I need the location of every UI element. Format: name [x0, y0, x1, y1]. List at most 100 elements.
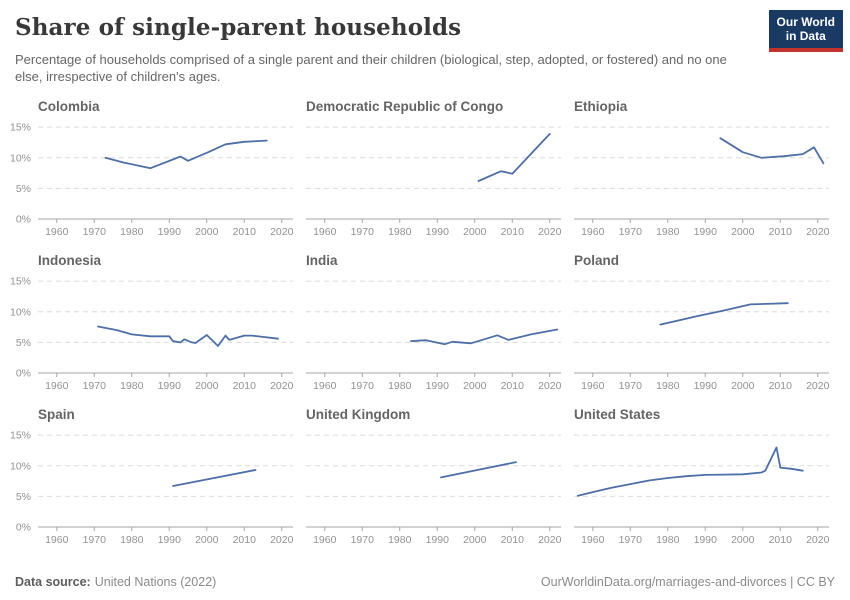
- x-tick-label: 1960: [581, 226, 605, 238]
- facet-title: Spain: [38, 407, 75, 423]
- x-tick-label: 1970: [619, 226, 643, 238]
- data-line: [477, 133, 551, 183]
- facet: India 1960 1970 1980 1990 2000 2010 2020: [306, 253, 562, 396]
- data-line: [440, 461, 517, 479]
- x-tick-label: 2010: [233, 534, 257, 546]
- x-tick-label: 2010: [501, 380, 525, 392]
- x-tick-label: 1990: [426, 226, 450, 238]
- x-tick-label: 2010: [769, 226, 793, 238]
- data-source-value: United Nations (2022): [94, 575, 217, 589]
- x-tick-label: 2000: [195, 226, 219, 238]
- facet-chart: 0% 5% 10% 15% 1960 1970 1980 1990 2000 2010 2020: [10, 276, 294, 392]
- x-tick-label: 2020: [806, 534, 830, 546]
- y-tick-label: 0%: [16, 368, 31, 380]
- facet: United Kingdom 1960 1970 1980 1990 2000 2010 2…: [306, 407, 562, 550]
- x-tick-label: 1970: [83, 534, 107, 546]
- x-tick-label: 1980: [656, 534, 680, 546]
- credit-line: OurWorldinData.org/marriages-and-divorce…: [540, 575, 835, 589]
- chart-header: Share of single-parent households Our Wo…: [0, 0, 850, 85]
- data-line: [410, 328, 559, 346]
- x-tick-label: 2020: [538, 380, 562, 392]
- facet-chart: 0% 5% 10% 15% 1960 1970 1980 1990 2000 2010 2020: [10, 430, 294, 546]
- facet-chart: 1960 1970 1980 1990 2000 2010 2020: [574, 434, 830, 546]
- facet: Ethiopia 1960 1970 1980 1990 2000 2010 2020: [574, 99, 830, 242]
- data-line: [97, 325, 279, 348]
- x-tick-label: 1970: [619, 534, 643, 546]
- facet-chart: 1960 1970 1980 1990 2000 2010 2020: [306, 434, 562, 546]
- x-tick-label: 2020: [270, 226, 294, 238]
- x-tick-label: 1980: [388, 534, 412, 546]
- x-tick-label: 2000: [463, 380, 487, 392]
- x-tick-label: 1980: [120, 226, 144, 238]
- x-tick-label: 2000: [731, 380, 755, 392]
- facet-title: United States: [574, 407, 661, 423]
- x-tick-label: 2010: [233, 380, 257, 392]
- chart-footer: Data source: United Nations (2022) OurWor…: [0, 575, 850, 589]
- x-tick-label: 2020: [270, 380, 294, 392]
- x-tick-label: 2020: [538, 534, 562, 546]
- x-tick-label: 1980: [388, 380, 412, 392]
- data-line: [172, 469, 257, 488]
- facet-chart: 0% 5% 10% 15% 1960 1970 1980 1990 2000 2010 2020: [10, 122, 294, 238]
- x-tick-label: 2010: [501, 534, 525, 546]
- y-tick-label: 5%: [16, 337, 31, 349]
- x-tick-label: 2000: [463, 534, 487, 546]
- x-tick-label: 1960: [313, 380, 337, 392]
- facet: Spain 0% 5% 10% 15% 1960 1970 1980 1990 2000 2010…: [10, 407, 294, 550]
- facet-chart: 1960 1970 1980 1990 2000 2010 2020: [574, 280, 830, 392]
- facet-title: India: [306, 253, 338, 269]
- x-tick-label: 1960: [581, 380, 605, 392]
- y-tick-label: 10%: [10, 307, 31, 319]
- x-tick-label: 1980: [656, 226, 680, 238]
- facet-title: Colombia: [38, 99, 100, 115]
- x-tick-label: 1980: [388, 226, 412, 238]
- facet-chart: 1960 1970 1980 1990 2000 2010 2020: [574, 126, 830, 238]
- facet: Poland 1960 1970 1980 1990 2000 2010 2020: [574, 253, 830, 396]
- facet-chart: 1960 1970 1980 1990 2000 2010 2020: [306, 126, 562, 238]
- x-tick-label: 2020: [270, 534, 294, 546]
- x-tick-label: 2000: [731, 534, 755, 546]
- y-tick-label: 15%: [10, 276, 31, 288]
- facets-grid: Colombia 0% 5% 10% 15% 1960 1970 1980 1990 2000 2…: [10, 99, 850, 550]
- x-tick-label: 1980: [120, 380, 144, 392]
- x-tick-label: 1970: [351, 226, 375, 238]
- y-tick-label: 10%: [10, 153, 31, 165]
- x-tick-label: 1960: [45, 380, 69, 392]
- x-tick-label: 2010: [769, 380, 793, 392]
- y-tick-label: 15%: [10, 430, 31, 442]
- y-tick-label: 0%: [16, 522, 31, 534]
- x-tick-label: 1990: [426, 534, 450, 546]
- x-tick-label: 2000: [463, 226, 487, 238]
- x-tick-label: 1980: [656, 380, 680, 392]
- logo-text-line2: in Data: [785, 29, 826, 44]
- x-tick-label: 2020: [806, 226, 830, 238]
- data-source: Data source: United Nations (2022): [15, 575, 216, 589]
- x-tick-label: 2000: [195, 380, 219, 392]
- facet-title: Indonesia: [38, 253, 102, 269]
- y-tick-label: 5%: [16, 491, 31, 503]
- y-tick-label: 0%: [16, 214, 31, 226]
- facet-title: United Kingdom: [306, 407, 411, 423]
- x-tick-label: 1960: [581, 534, 605, 546]
- y-tick-label: 5%: [16, 183, 31, 195]
- x-tick-label: 2000: [731, 226, 755, 238]
- logo-text-line1: Our World: [776, 15, 835, 29]
- x-tick-label: 1970: [351, 380, 375, 392]
- x-tick-label: 1990: [694, 226, 718, 238]
- x-tick-label: 1990: [694, 534, 718, 546]
- data-line: [104, 140, 268, 170]
- y-tick-label: 10%: [10, 461, 31, 473]
- x-tick-label: 1960: [45, 534, 69, 546]
- facet: Democratic Republic of Congo 1960 1970 198…: [306, 99, 562, 242]
- facet: Indonesia 0% 5% 10% 15% 1960 1970 1980 1990 2000…: [10, 253, 294, 396]
- x-tick-label: 1970: [619, 380, 643, 392]
- data-line: [719, 137, 825, 165]
- x-tick-label: 1970: [351, 534, 375, 546]
- x-tick-label: 1990: [158, 226, 182, 238]
- x-tick-label: 1960: [313, 534, 337, 546]
- x-tick-label: 1990: [426, 380, 450, 392]
- x-tick-label: 1970: [83, 226, 107, 238]
- facet-title: Ethiopia: [574, 99, 628, 115]
- owid-logo: Our World in Data: [768, 10, 843, 52]
- x-tick-label: 1990: [694, 380, 718, 392]
